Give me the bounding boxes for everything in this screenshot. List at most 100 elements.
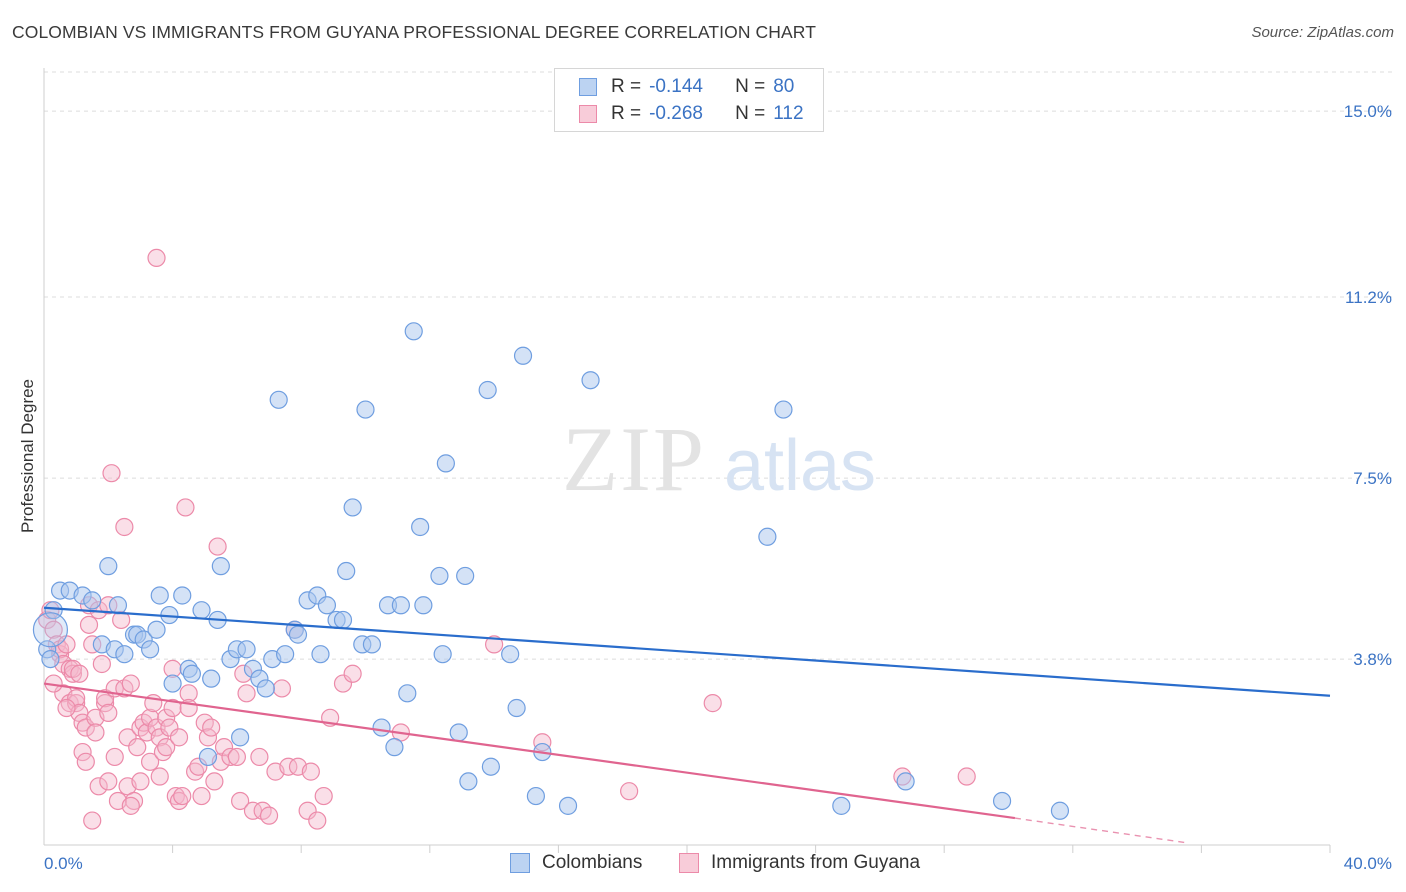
y-tick-label: 15.0% bbox=[1344, 102, 1392, 121]
guyana-point bbox=[70, 664, 89, 683]
colombians-point bbox=[231, 728, 250, 747]
guyana-point bbox=[140, 752, 160, 771]
guyana-point bbox=[173, 786, 192, 806]
colombians-point bbox=[198, 747, 218, 767]
guyana-point bbox=[198, 728, 218, 747]
guyana-point bbox=[279, 757, 298, 776]
guyana-point bbox=[166, 786, 185, 806]
watermark: ZIP atlas bbox=[562, 408, 876, 510]
colombians-point bbox=[288, 625, 308, 644]
colombians-point bbox=[581, 371, 600, 390]
colombians-point bbox=[317, 596, 337, 615]
x-tick-label: 0.0% bbox=[44, 854, 83, 873]
colombians-point bbox=[513, 346, 533, 365]
guyana-point bbox=[118, 728, 137, 747]
series-legend: Colombians Immigrants from Guyana bbox=[0, 852, 1406, 876]
legend-item-label: Colombians bbox=[542, 852, 643, 873]
colombians-point bbox=[992, 791, 1012, 811]
guyana-point bbox=[124, 791, 144, 811]
guyana-point bbox=[79, 615, 99, 634]
legend-item-label: Immigrants from Guyana bbox=[711, 852, 921, 873]
colombians-point bbox=[269, 390, 288, 409]
legend-r-label: R = bbox=[611, 76, 642, 97]
colombians-point bbox=[501, 645, 520, 664]
legend-item-colombians: Colombians bbox=[510, 852, 642, 874]
guyana-point bbox=[308, 811, 327, 830]
colombians-point bbox=[99, 557, 118, 576]
x-tick-label: 40.0% bbox=[1344, 854, 1392, 873]
guyana-point bbox=[150, 767, 169, 786]
guyana-point bbox=[86, 723, 105, 742]
colombians-point bbox=[256, 679, 275, 698]
legend-n-value: 112 bbox=[773, 103, 804, 124]
colombians-point bbox=[276, 645, 295, 664]
colombians-point bbox=[558, 796, 578, 815]
guyana-point bbox=[221, 747, 240, 767]
correlation-legend: R = -0.144 N = 80 R = -0.268 N = 112 bbox=[554, 68, 824, 132]
colombians-point bbox=[832, 796, 851, 815]
guyana-point bbox=[703, 694, 722, 713]
guyana-point bbox=[99, 703, 118, 723]
colombians-point bbox=[356, 400, 375, 419]
colombians-point bbox=[202, 669, 221, 688]
y-tick-label: 3.8% bbox=[1353, 650, 1392, 669]
colombians-point bbox=[449, 723, 468, 742]
guyana-point bbox=[227, 747, 246, 767]
legend-row-guyana: R = -0.268 N = 112 bbox=[579, 102, 804, 126]
axes bbox=[43, 68, 1331, 853]
colombians-point bbox=[385, 738, 404, 757]
colombians-point bbox=[404, 322, 423, 341]
guyana-point bbox=[160, 718, 179, 737]
colombians-point bbox=[115, 645, 134, 664]
trend-lines bbox=[43, 606, 1331, 844]
series-colombians-points bbox=[32, 322, 1070, 820]
guyana-point bbox=[67, 689, 86, 708]
guyana-point bbox=[314, 786, 333, 806]
legend-swatch-blue bbox=[579, 78, 597, 96]
colombians-point bbox=[41, 649, 60, 669]
legend-r-label: R = bbox=[611, 103, 642, 124]
legend-swatch-pink bbox=[579, 105, 597, 123]
guyana-point bbox=[343, 664, 362, 683]
colombians-point bbox=[163, 674, 182, 693]
guyana-point bbox=[63, 664, 83, 683]
guyana-point bbox=[214, 738, 234, 757]
guyana-point bbox=[95, 694, 115, 713]
guyana-point bbox=[89, 777, 108, 796]
guyana-point bbox=[153, 742, 173, 762]
guyana-point bbox=[176, 498, 195, 517]
colombians-point bbox=[411, 517, 430, 537]
guyana-point bbox=[147, 718, 166, 737]
trend-line-guyana bbox=[43, 682, 1016, 820]
colombians-point bbox=[150, 586, 169, 605]
guyana-point bbox=[76, 752, 95, 771]
watermark-zip: ZIP bbox=[562, 408, 706, 510]
legend-swatch-pink bbox=[679, 853, 699, 873]
colombians-point bbox=[459, 772, 478, 791]
legend-swatch-blue bbox=[510, 853, 530, 873]
guyana-point bbox=[169, 728, 189, 747]
trend-line-colombians bbox=[43, 606, 1331, 697]
guyana-point bbox=[485, 635, 504, 654]
colombians-point bbox=[337, 561, 356, 581]
colombians-point bbox=[398, 684, 417, 703]
guyana-point bbox=[57, 698, 76, 718]
guyana-point bbox=[205, 772, 224, 791]
guyana-point bbox=[131, 772, 150, 791]
guyana-point bbox=[102, 464, 121, 483]
guyana-point bbox=[147, 248, 166, 268]
colombians-point bbox=[173, 586, 192, 605]
guyana-point bbox=[115, 517, 134, 537]
colombians-point bbox=[456, 566, 475, 586]
colombians-point bbox=[192, 601, 211, 620]
legend-r-value: -0.144 bbox=[649, 76, 703, 97]
colombians-point bbox=[774, 400, 793, 419]
guyana-point bbox=[957, 767, 976, 786]
guyana-point bbox=[169, 791, 189, 811]
trend-line-guyana-extension bbox=[1014, 817, 1186, 844]
watermark-atlas: atlas bbox=[724, 426, 876, 506]
grid-lines bbox=[44, 71, 1392, 660]
guyana-point bbox=[73, 742, 92, 762]
guyana-point bbox=[140, 708, 160, 727]
guyana-point bbox=[121, 674, 140, 693]
